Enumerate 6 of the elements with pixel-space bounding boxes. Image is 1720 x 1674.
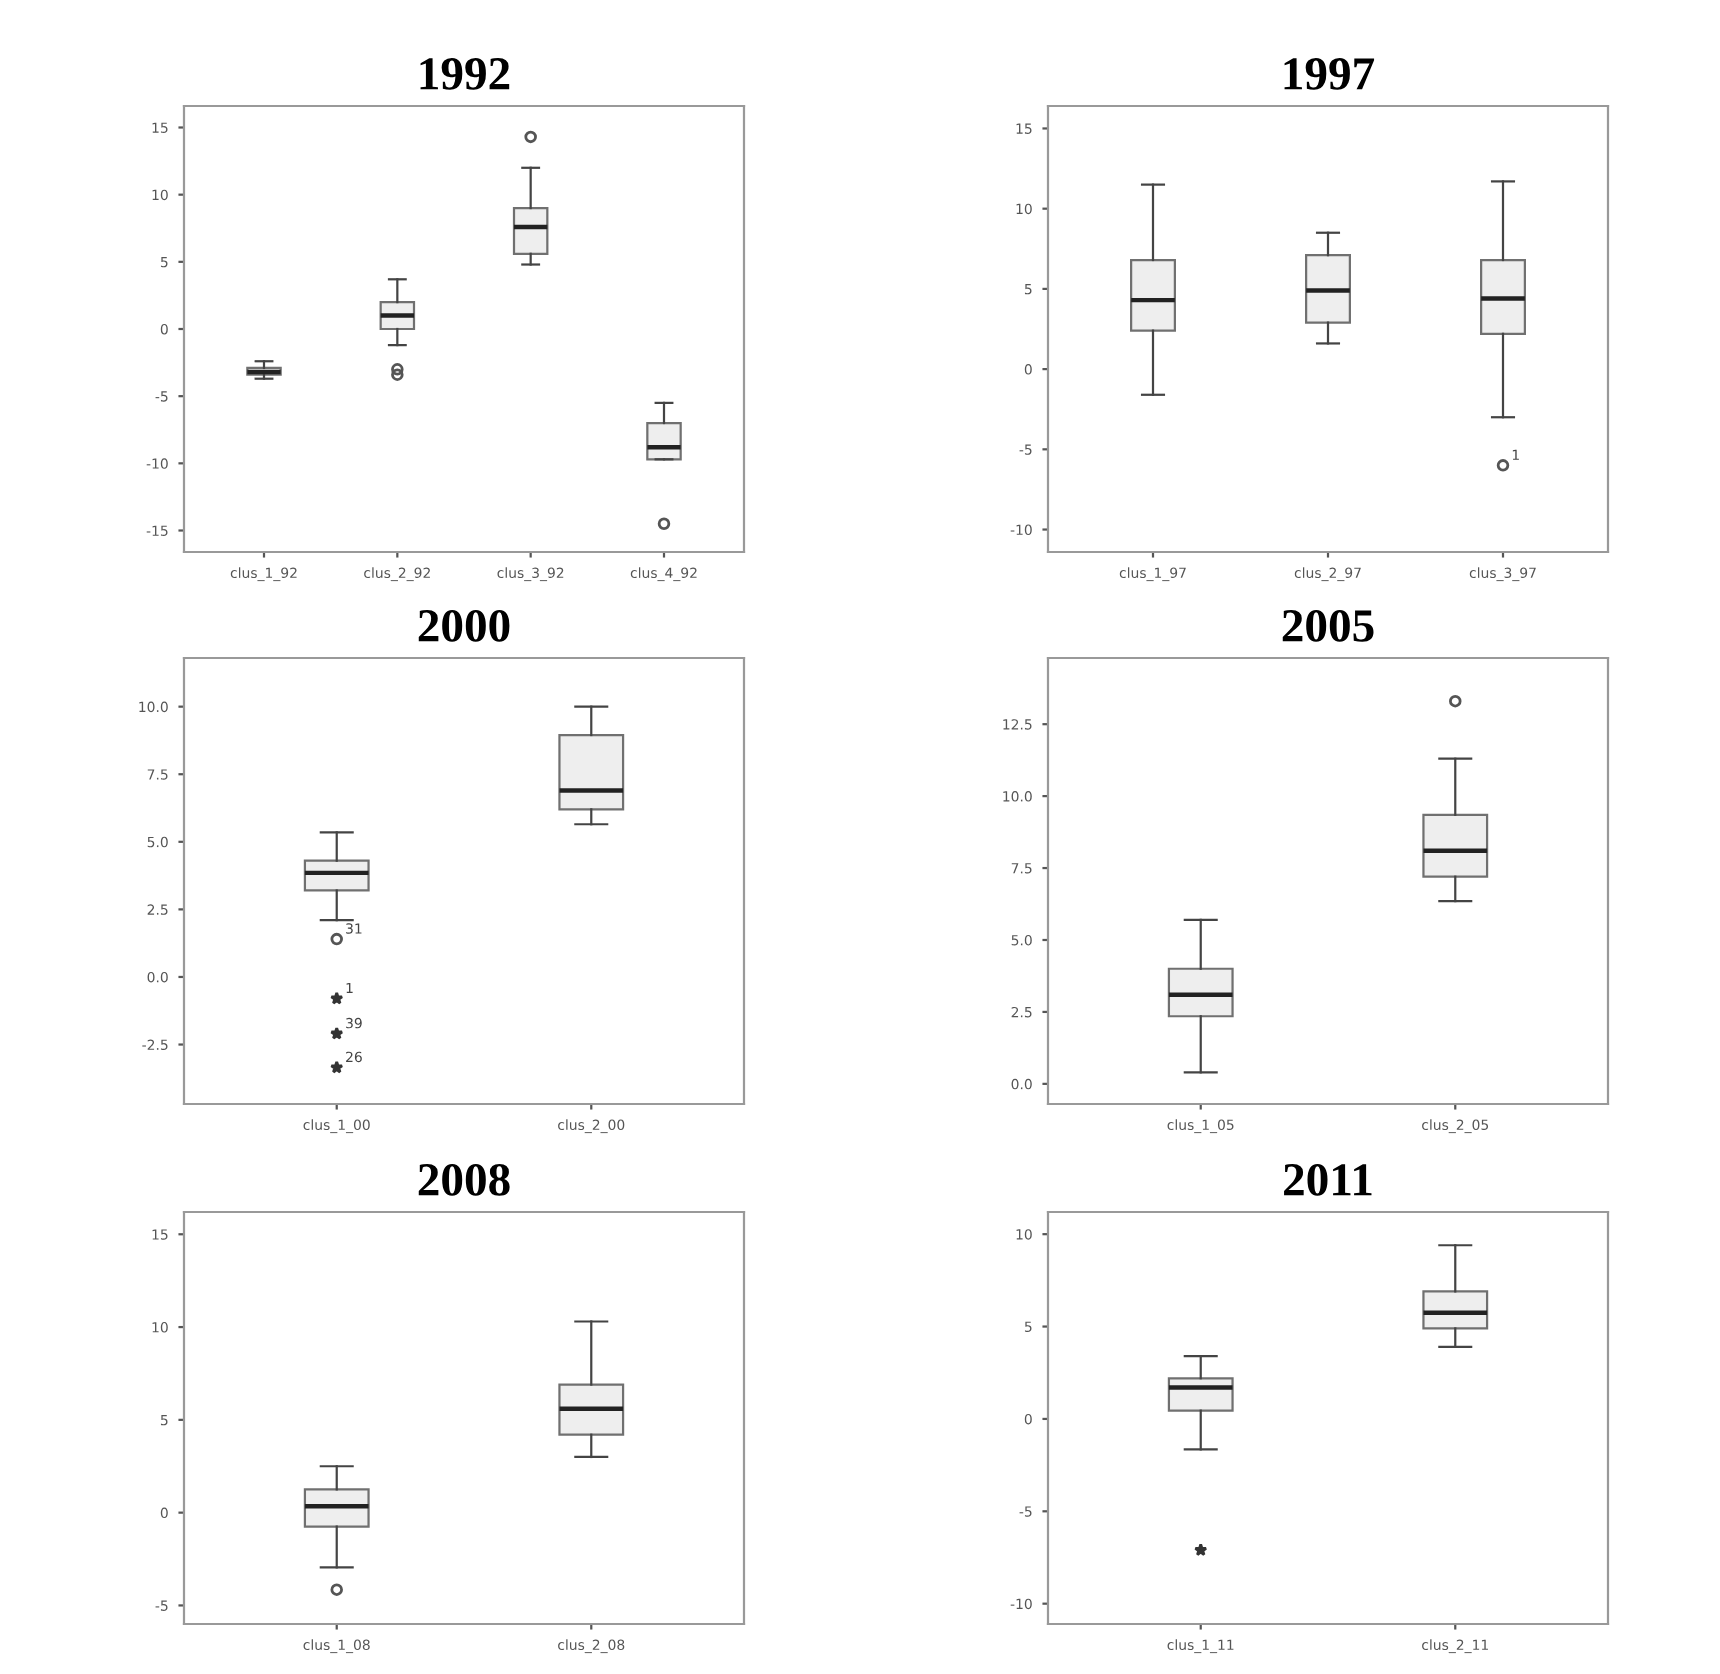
chart-title: 1992 xyxy=(420,58,510,90)
chart-title: 2000 xyxy=(418,609,510,642)
chart-title: 2005 xyxy=(1282,609,1374,642)
chart-title: 2008 xyxy=(418,1163,510,1196)
chart-title: 2011 xyxy=(1284,1163,1372,1196)
chart-title: 1997 xyxy=(1284,58,1375,90)
